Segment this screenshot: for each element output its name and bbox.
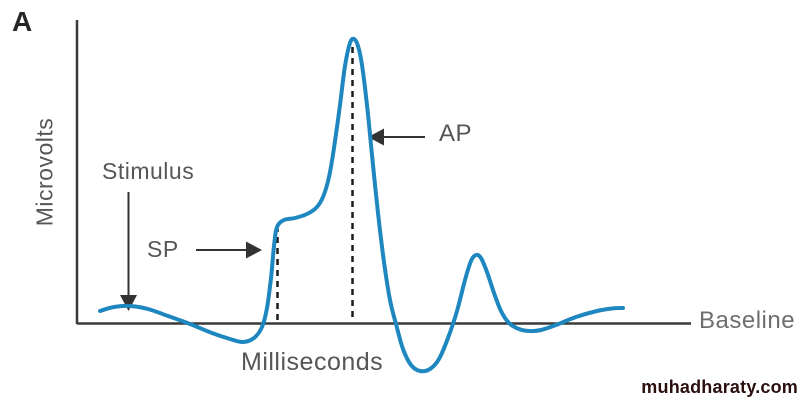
baseline-label: Baseline	[699, 307, 796, 334]
stimulus-label: Stimulus	[102, 158, 195, 184]
x-axis-label: Milliseconds	[241, 348, 384, 376]
panel-label: A	[12, 6, 33, 37]
ap-label: AP	[439, 120, 473, 147]
y-axis-label: Microvolts	[31, 117, 58, 227]
sp-label: SP	[147, 236, 179, 262]
watermark: muhadharaty.com	[641, 377, 798, 397]
